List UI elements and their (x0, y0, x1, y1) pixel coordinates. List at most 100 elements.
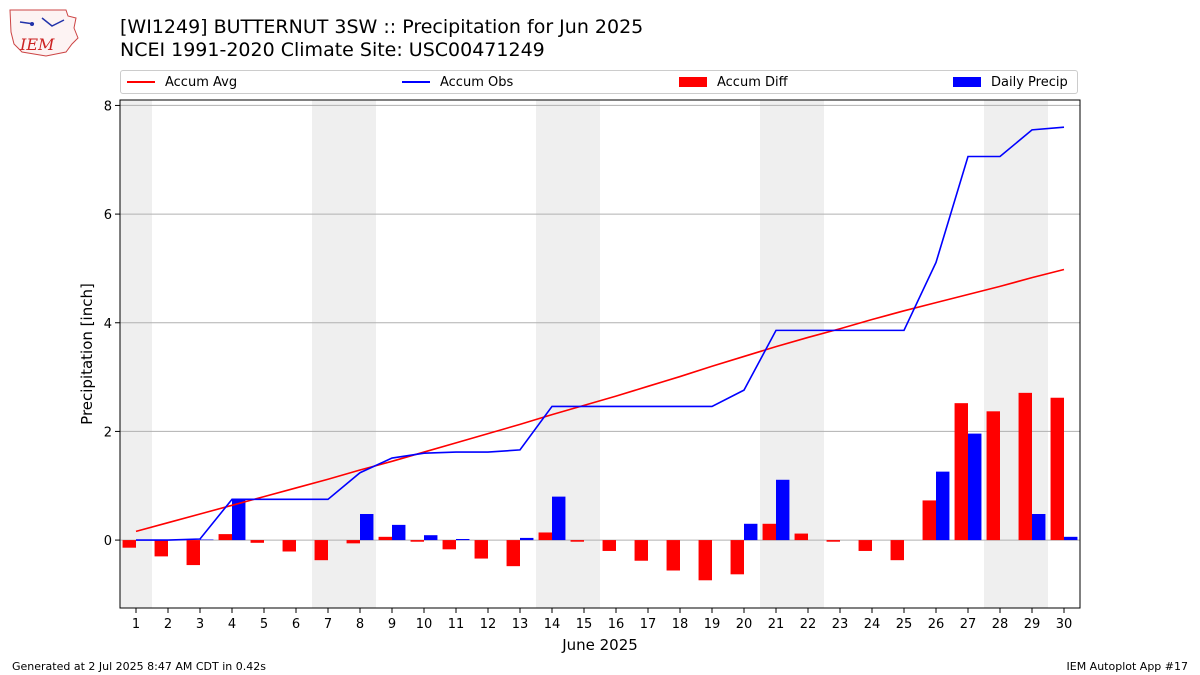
chart-legend: Accum Avg Accum Obs Accum Diff Daily Pre… (120, 70, 1078, 94)
y-tick-label: 0 (104, 534, 112, 549)
x-axis-label: June 2025 (561, 636, 638, 654)
bar-daily-precip (424, 535, 438, 541)
bar-accum-diff (218, 534, 232, 541)
x-tick-label: 11 (448, 617, 465, 632)
bar-accum-diff (890, 540, 904, 561)
grid-lines (120, 104, 1080, 541)
bar-accum-diff (314, 540, 328, 561)
weekend-band (120, 100, 152, 608)
x-tick-label: 17 (640, 617, 657, 632)
y-tick-label: 8 (104, 99, 112, 114)
bar-series (122, 392, 1078, 581)
bar-accum-diff (826, 540, 840, 542)
x-tick-label: 26 (928, 617, 945, 632)
legend-item-accum-diff: Accum Diff (679, 74, 788, 90)
x-tick-label: 12 (480, 617, 497, 632)
generated-timestamp: Generated at 2 Jul 2025 8:47 AM CDT in 0… (12, 660, 266, 673)
bar-daily-precip (744, 523, 758, 541)
x-tick-label: 27 (960, 617, 977, 632)
bar-accum-diff (986, 411, 1000, 541)
legend-label-accum-avg: Accum Avg (165, 74, 238, 90)
chart-title: [WI1249] BUTTERNUT 3SW :: Precipitation … (120, 16, 644, 38)
bar-accum-diff (1050, 397, 1064, 541)
bar-accum-diff (474, 540, 488, 559)
bar-daily-precip (392, 524, 406, 541)
x-tick-label: 2 (164, 617, 172, 632)
bar-accum-diff (922, 500, 936, 541)
x-tick-label: 23 (832, 617, 849, 632)
bar-accum-diff (154, 540, 168, 557)
bar-accum-diff (410, 540, 424, 542)
bar-accum-diff (538, 532, 552, 541)
bar-daily-precip (200, 539, 214, 541)
bar-accum-diff (442, 540, 456, 550)
x-tick-label: 5 (260, 617, 268, 632)
bar-daily-precip (1032, 514, 1046, 541)
x-tick-label: 20 (736, 617, 753, 632)
bar-accum-diff (250, 540, 264, 543)
bar-daily-precip (776, 479, 790, 541)
x-tick-label: 29 (1024, 617, 1041, 632)
y-tick-label: 2 (104, 425, 112, 440)
line-accum-avg (135, 268, 1065, 533)
x-tick-label: 8 (356, 617, 364, 632)
legend-swatch-daily-precip (953, 77, 981, 87)
bar-accum-diff (698, 540, 712, 581)
y-tick-label: 6 (104, 208, 112, 223)
bar-accum-diff (122, 540, 136, 548)
bar-accum-diff (794, 533, 808, 541)
legend-label-daily-precip: Daily Precip (991, 74, 1068, 90)
bar-accum-diff (730, 540, 744, 575)
x-tick-label: 24 (864, 617, 881, 632)
bar-accum-diff (506, 540, 520, 567)
bar-accum-diff (346, 540, 360, 544)
bar-daily-precip (1064, 536, 1078, 541)
legend-swatch-accum-avg (127, 81, 155, 83)
bar-daily-precip (552, 496, 566, 541)
x-tick-label: 3 (196, 617, 204, 632)
x-tick-label: 19 (704, 617, 721, 632)
x-tick-label: 16 (608, 617, 625, 632)
x-tick-label: 25 (896, 617, 913, 632)
x-tick-label: 1 (132, 617, 140, 632)
bar-daily-precip (456, 538, 470, 541)
legend-item-accum-obs: Accum Obs (402, 74, 513, 90)
bar-accum-diff (762, 523, 776, 541)
app-credit: IEM Autoplot App #17 (1066, 660, 1189, 673)
bar-daily-precip (968, 433, 982, 541)
x-tick-label: 30 (1056, 617, 1073, 632)
x-tick-label: 6 (292, 617, 300, 632)
x-tick-label: 7 (324, 617, 332, 632)
logo-text: IEM (19, 35, 55, 54)
x-tick-label: 18 (672, 617, 689, 632)
bar-accum-diff (666, 540, 680, 571)
x-tick-label: 14 (544, 617, 561, 632)
bar-accum-diff (378, 536, 392, 541)
line-accum-obs (136, 126, 1065, 541)
iem-logo: IEM (6, 4, 82, 60)
bar-accum-diff (282, 540, 296, 552)
legend-swatch-accum-obs (402, 81, 430, 83)
chart-subtitle: NCEI 1991-2020 Climate Site: USC00471249 (120, 39, 545, 61)
x-tick-label: 10 (416, 617, 433, 632)
x-tick-label: 9 (388, 617, 396, 632)
bar-daily-precip (936, 471, 950, 541)
bar-accum-diff (858, 540, 872, 551)
weekend-band (760, 100, 824, 608)
legend-swatch-accum-diff (679, 77, 707, 87)
x-tick-label: 4 (228, 617, 236, 632)
bar-accum-diff (602, 540, 616, 551)
legend-label-accum-obs: Accum Obs (440, 74, 514, 90)
bar-daily-precip (520, 537, 534, 541)
legend-label-accum-diff: Accum Diff (717, 74, 788, 90)
bar-accum-diff (186, 540, 200, 566)
plot-frame (119, 99, 1081, 609)
bar-accum-diff (954, 403, 968, 541)
x-tick-label: 22 (800, 617, 817, 632)
legend-item-daily-precip: Daily Precip (953, 74, 1068, 90)
bar-daily-precip (232, 499, 246, 541)
x-tick-label: 13 (512, 617, 529, 632)
legend-item-accum-avg: Accum Avg (127, 74, 237, 90)
